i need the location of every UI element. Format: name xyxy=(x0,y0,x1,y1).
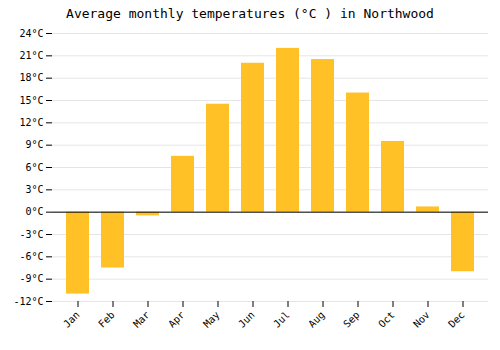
svg-text:18°C: 18°C xyxy=(19,72,43,83)
svg-text:Dec: Dec xyxy=(446,309,467,330)
svg-text:Mar: Mar xyxy=(131,309,152,330)
svg-text:-9°C: -9°C xyxy=(19,273,43,284)
svg-text:24°C: 24°C xyxy=(19,28,43,39)
svg-text:9°C: 9°C xyxy=(25,139,43,150)
svg-text:6°C: 6°C xyxy=(25,162,43,173)
svg-text:-6°C: -6°C xyxy=(19,251,43,262)
svg-text:-3°C: -3°C xyxy=(19,229,43,240)
svg-text:-12°C: -12°C xyxy=(13,296,43,307)
svg-text:Jun: Jun xyxy=(236,309,257,330)
svg-text:Apr: Apr xyxy=(166,309,187,330)
svg-text:Nov: Nov xyxy=(411,309,432,330)
svg-text:Feb: Feb xyxy=(96,309,117,330)
svg-text:15°C: 15°C xyxy=(19,95,43,106)
html-text:Average monthly temperatures (: Average monthly temperatures (°C ) in No… xyxy=(66,6,434,21)
svg-text:21°C: 21°C xyxy=(19,50,43,61)
svg-text:May: May xyxy=(201,309,222,330)
svg-text:12°C: 12°C xyxy=(19,117,43,128)
svg-text:Jan: Jan xyxy=(61,309,82,330)
svg-text:0°C: 0°C xyxy=(25,206,43,217)
svg-text:3°C: 3°C xyxy=(25,184,43,195)
svg-text:Aug: Aug xyxy=(306,309,327,330)
svg-text:Sep: Sep xyxy=(341,309,362,330)
svg-text:Oct: Oct xyxy=(376,309,397,330)
svg-text:Jul: Jul xyxy=(271,309,292,330)
